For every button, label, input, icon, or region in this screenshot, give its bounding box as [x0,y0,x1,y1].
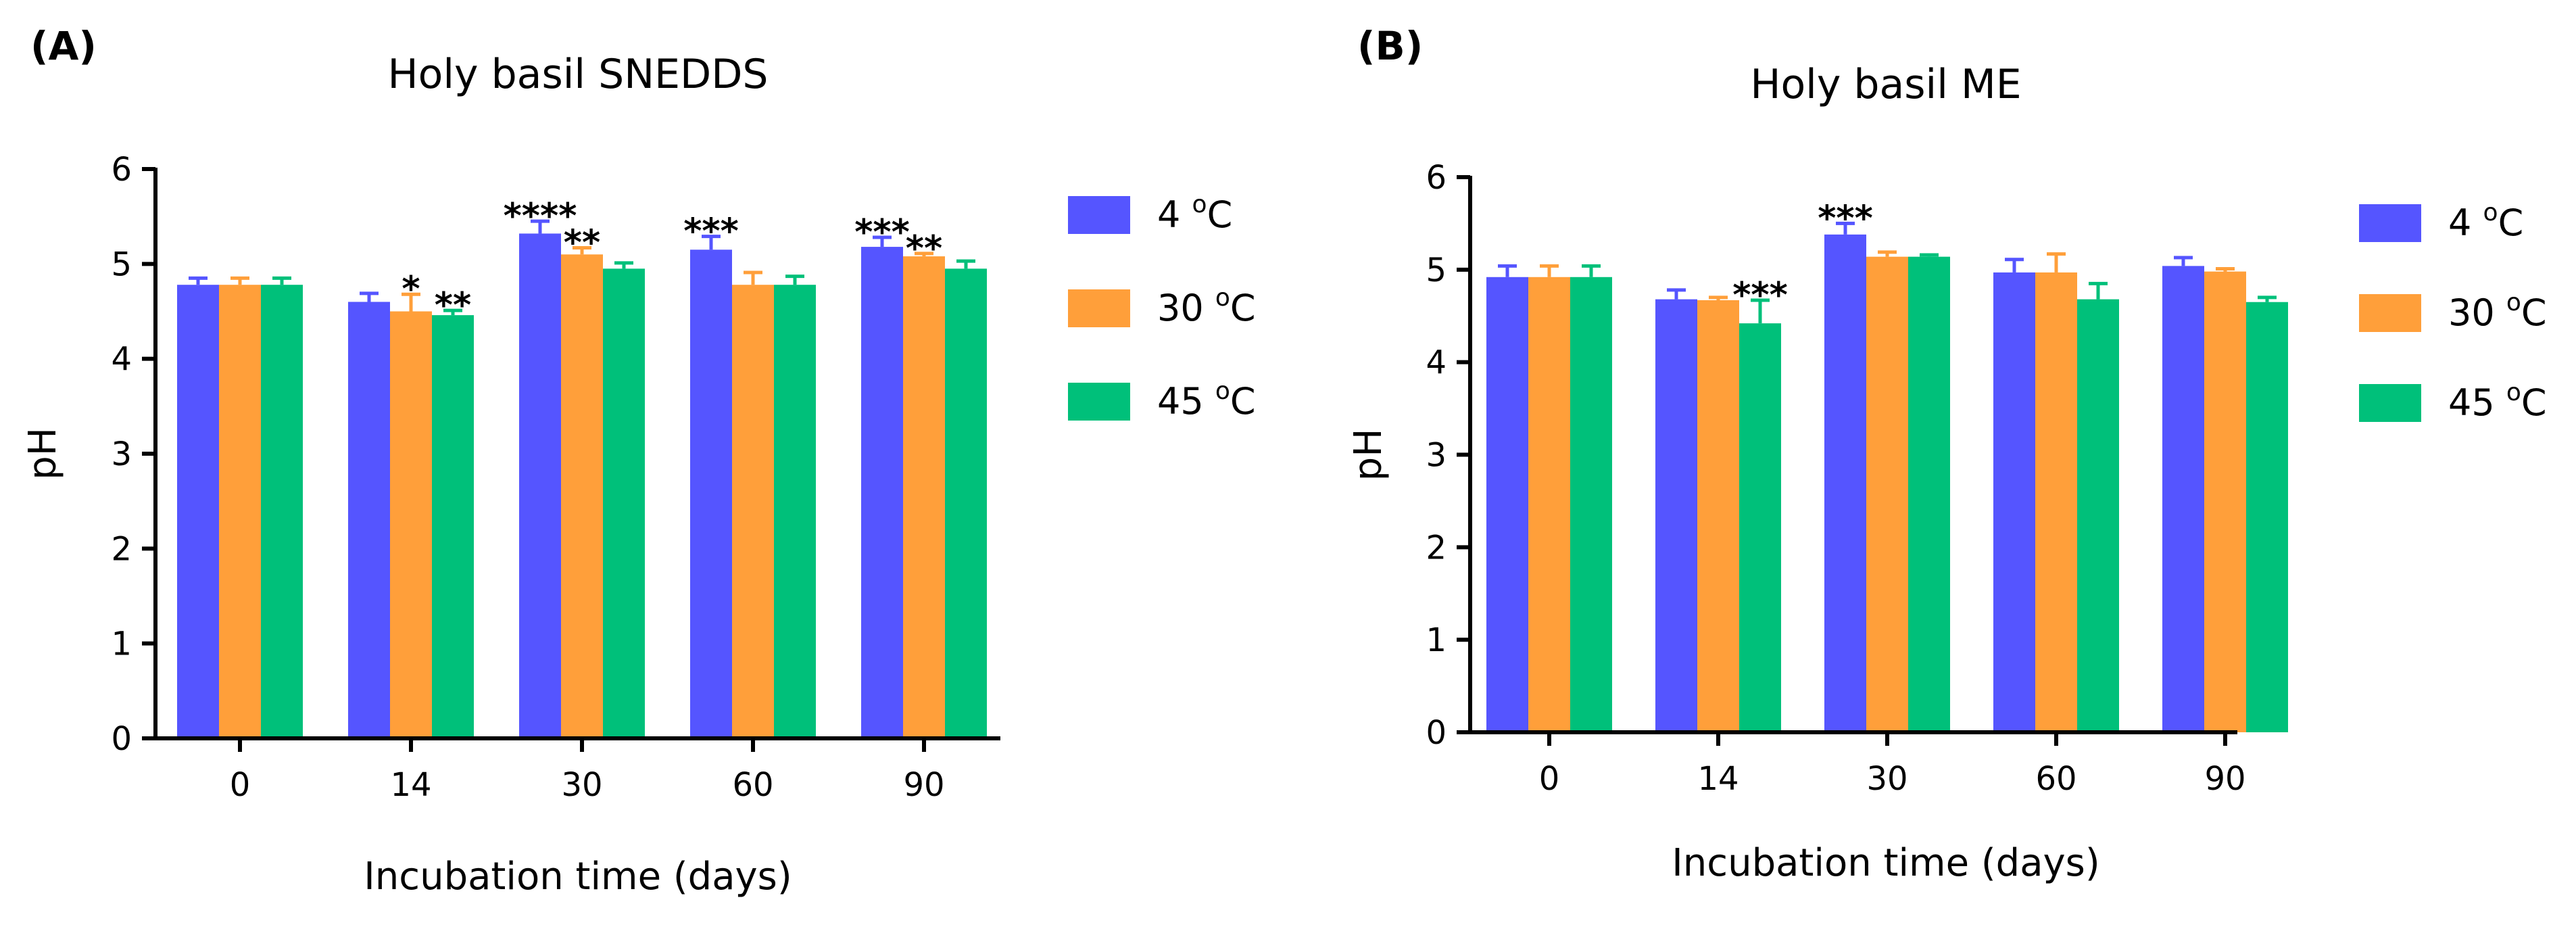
x-axis-title: Incubation time (days) [364,855,792,899]
bar-30C-day60 [732,285,774,738]
bar-30C-day90 [2204,271,2246,732]
chart-title: Holy basil SNEDDS [388,51,769,98]
y-tick-label: 3 [1426,437,1447,475]
y-tick-label: 6 [1426,159,1447,197]
bar-30C-day30 [561,254,603,738]
significance-label: *** [683,212,739,252]
bar-4C-day0 [177,285,219,738]
legend-label-4C: 4 oC [1157,191,1232,236]
x-tick-label: 0 [230,766,251,804]
y-tick-label: 2 [1426,529,1447,567]
y-tick-label: 4 [1426,344,1447,382]
bar-30C-day0 [219,285,261,738]
y-tick-label: 1 [1426,621,1447,659]
bar-45C-day90 [2246,302,2288,733]
bar-45C-day0 [1570,277,1612,732]
bar-4C-day90 [861,247,903,738]
x-tick-label: 30 [1866,760,1907,798]
y-tick-label: 6 [111,151,132,189]
y-tick-label: 4 [111,341,132,379]
bar-4C-day30 [519,233,561,739]
legend-label-45C: 45 oC [1157,377,1256,423]
bar-4C-day60 [690,249,732,738]
significance-label: ** [564,222,600,263]
y-axis-title: pH [21,427,65,480]
significance-label: ** [906,229,942,269]
x-tick-label: 0 [1539,760,1560,798]
bar-45C-day90 [945,268,987,739]
bar-4C-day14 [348,302,390,738]
bar-30C-day14 [390,311,432,738]
bar-4C-day30 [1824,234,1866,732]
x-tick-label: 14 [1697,760,1739,798]
chart-panel-a: (A)Holy basil SNEDDS**** *** ****** ****012… [21,23,1256,899]
legend-swatch-45C [2359,384,2421,422]
bar-45C-day14 [1739,323,1781,732]
legend-swatch-30C [1068,289,1130,327]
y-tick-label: 5 [111,245,132,283]
bar-45C-day60 [2077,299,2119,732]
significance-label: *** [1732,275,1788,316]
x-tick-label: 14 [390,766,431,804]
y-tick-label: 1 [111,625,132,663]
significance-label: ** [435,285,471,326]
bar-30C-day0 [1528,277,1570,732]
bar-4C-day0 [1486,277,1528,732]
bar-30C-day30 [1866,256,1908,733]
legend-swatch-4C [2359,204,2421,242]
bar-45C-day30 [603,268,645,739]
y-tick-label: 2 [111,530,132,568]
x-tick-label: 90 [903,766,944,804]
legend-label-30C: 30 oC [1157,284,1256,329]
y-tick-label: 0 [111,720,132,758]
x-tick-label: 60 [2035,760,2076,798]
y-tick-label: 5 [1426,252,1447,289]
legend-label-30C: 30 oC [2448,289,2547,334]
bar-30C-day14 [1697,300,1739,732]
bar-30C-day90 [903,256,945,738]
legend-label-4C: 4 oC [2448,199,2523,244]
bar-30C-day60 [2035,272,2077,732]
panel-label: (A) [30,23,97,69]
x-tick-label: 60 [732,766,773,804]
legend-label-45C: 45 oC [2448,379,2547,424]
bar-45C-day30 [1908,256,1950,733]
bar-45C-day0 [261,285,303,738]
significance-label: **** [504,196,577,237]
y-axis-title: pH [1346,429,1390,481]
significance-label: *** [1818,198,1873,239]
bar-45C-day60 [774,285,816,738]
legend-swatch-45C [1068,383,1130,421]
y-tick-label: 3 [111,435,132,473]
chart-title: Holy basil ME [1750,61,2021,108]
panel-label: (B) [1357,23,1423,69]
significance-label: *** [854,212,910,253]
x-tick-label: 90 [2204,760,2245,798]
x-tick-label: 30 [561,766,602,804]
bar-45C-day14 [432,315,474,738]
bar-4C-day90 [2162,266,2204,732]
x-axis-title: Incubation time (days) [1672,841,2099,885]
bar-4C-day14 [1655,299,1697,732]
y-tick-label: 0 [1426,714,1447,752]
bar-4C-day60 [1993,272,2035,732]
legend-swatch-30C [2359,294,2421,332]
legend-swatch-4C [1068,196,1130,234]
significance-label: * [402,269,420,310]
